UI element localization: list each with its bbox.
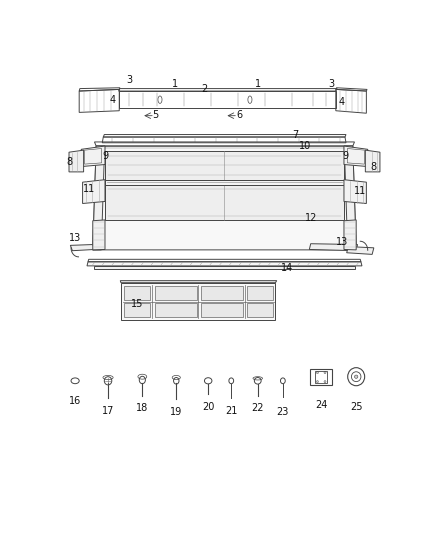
Text: 13: 13 [336, 238, 348, 247]
Polygon shape [365, 150, 380, 172]
Polygon shape [309, 244, 357, 251]
Polygon shape [155, 303, 197, 317]
Polygon shape [121, 282, 276, 320]
Text: 10: 10 [299, 141, 311, 151]
Polygon shape [81, 146, 105, 166]
Polygon shape [93, 146, 105, 250]
Text: 18: 18 [136, 403, 148, 413]
Polygon shape [120, 281, 277, 282]
Polygon shape [201, 303, 243, 317]
Text: 12: 12 [305, 213, 317, 223]
Text: 23: 23 [277, 407, 289, 417]
Polygon shape [87, 262, 362, 266]
Ellipse shape [324, 372, 326, 374]
Polygon shape [105, 180, 344, 185]
Text: 22: 22 [251, 403, 264, 413]
Text: 19: 19 [170, 407, 182, 417]
Ellipse shape [316, 381, 318, 383]
Text: 15: 15 [131, 299, 143, 309]
Polygon shape [83, 180, 105, 204]
Text: 4: 4 [339, 97, 345, 107]
Text: 9: 9 [342, 151, 348, 161]
Text: 2: 2 [201, 84, 207, 94]
Polygon shape [69, 150, 84, 172]
Polygon shape [105, 185, 344, 220]
Text: 5: 5 [152, 110, 158, 120]
Polygon shape [201, 286, 243, 301]
Polygon shape [71, 245, 95, 251]
Text: 8: 8 [371, 161, 377, 172]
Ellipse shape [324, 381, 326, 383]
Text: 7: 7 [293, 130, 299, 140]
Polygon shape [344, 180, 366, 204]
Polygon shape [94, 266, 355, 269]
Text: 4: 4 [110, 95, 116, 105]
Text: 25: 25 [350, 402, 362, 411]
Polygon shape [247, 286, 273, 301]
Polygon shape [124, 303, 151, 317]
Ellipse shape [316, 372, 318, 374]
Text: 3: 3 [328, 79, 335, 88]
Polygon shape [93, 146, 356, 250]
Polygon shape [344, 220, 356, 250]
Text: 14: 14 [281, 263, 293, 273]
Polygon shape [247, 303, 273, 317]
Text: 9: 9 [102, 151, 108, 161]
Text: 20: 20 [202, 402, 214, 411]
Polygon shape [105, 151, 344, 180]
Text: 16: 16 [69, 397, 81, 406]
Polygon shape [124, 286, 151, 301]
Text: 8: 8 [66, 157, 72, 167]
Text: 11: 11 [354, 186, 366, 196]
Text: 17: 17 [102, 406, 114, 416]
Text: 3: 3 [127, 75, 132, 85]
Text: 1: 1 [255, 79, 261, 90]
Text: 11: 11 [83, 184, 95, 194]
Text: 6: 6 [237, 110, 243, 120]
Text: 21: 21 [225, 406, 237, 416]
Polygon shape [346, 247, 374, 254]
Polygon shape [344, 146, 368, 166]
Polygon shape [93, 220, 105, 250]
Polygon shape [344, 146, 356, 250]
Ellipse shape [354, 375, 358, 378]
Text: 24: 24 [315, 400, 328, 410]
Text: 1: 1 [172, 79, 178, 90]
Polygon shape [155, 286, 197, 301]
Text: 13: 13 [69, 233, 81, 244]
